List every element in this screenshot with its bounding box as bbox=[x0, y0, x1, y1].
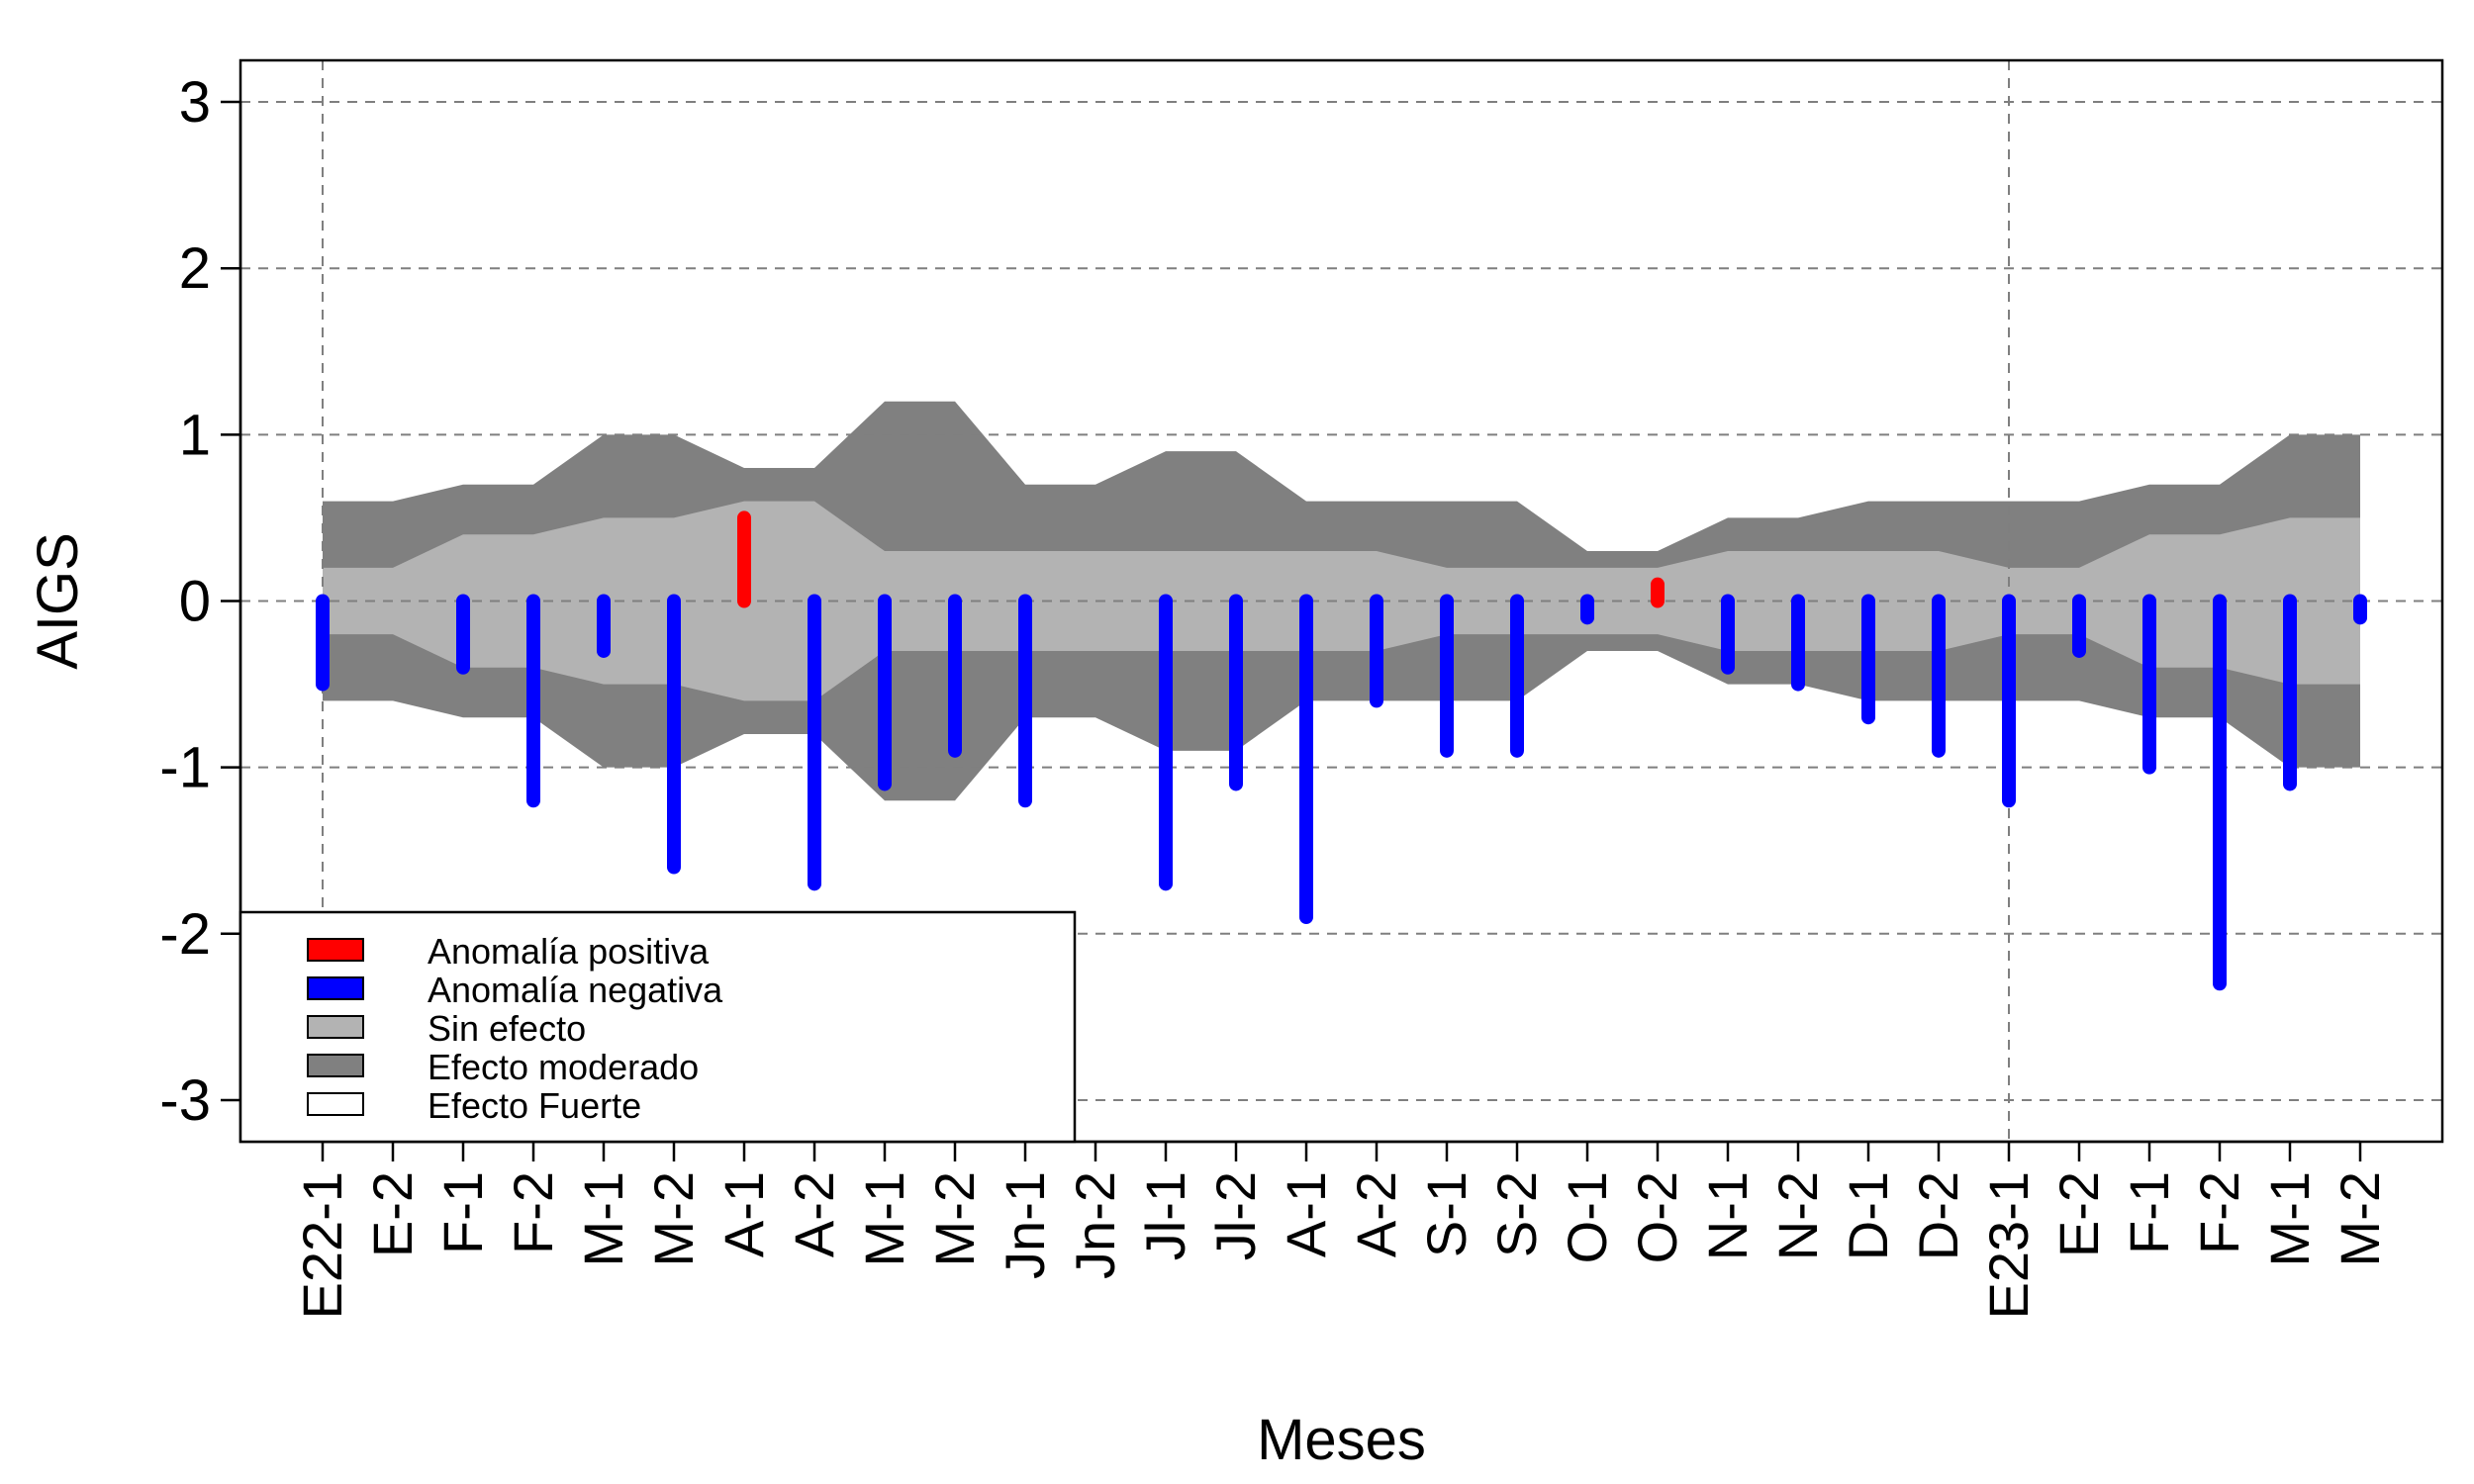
legend-swatch bbox=[307, 1054, 364, 1077]
y-tick-label: 1 bbox=[179, 403, 211, 467]
x-tick-label: F-1 bbox=[2118, 1171, 2180, 1254]
x-tick-label: D-1 bbox=[1837, 1171, 1899, 1260]
legend-label: Anomalía positiva bbox=[428, 931, 710, 972]
y-tick-label: 2 bbox=[179, 236, 211, 301]
legend-label: Efecto Fuerte bbox=[428, 1085, 641, 1126]
y-axis: 3 2 1 0 -1 -2 -3 bbox=[159, 70, 242, 1133]
legend-label: Anomalía negativa bbox=[428, 970, 723, 1010]
x-tick-label: M-2 bbox=[642, 1171, 705, 1266]
x-tick-label: S-1 bbox=[1415, 1171, 1477, 1257]
x-tick-label: M-2 bbox=[923, 1171, 986, 1266]
y-tick-label: 0 bbox=[179, 570, 211, 634]
y-tick-label: 3 bbox=[179, 70, 211, 135]
x-tick-label: Jn-1 bbox=[994, 1171, 1056, 1279]
x-tick-label: E-2 bbox=[361, 1171, 424, 1257]
y-tick-label: -1 bbox=[159, 736, 211, 800]
x-tick-label: M-2 bbox=[2329, 1171, 2391, 1266]
band-sin-efecto bbox=[323, 501, 2360, 701]
x-tick-label: Jl-2 bbox=[1204, 1171, 1267, 1260]
y-axis-label: AIGS bbox=[26, 532, 90, 670]
legend-swatch bbox=[307, 938, 364, 962]
x-tick-label: S-2 bbox=[1485, 1171, 1548, 1257]
x-tick-label: O-1 bbox=[1556, 1171, 1618, 1263]
legend-label: Efecto moderado bbox=[428, 1047, 699, 1087]
x-tick-label: A-2 bbox=[783, 1171, 845, 1257]
x-tick-label: F-2 bbox=[2188, 1171, 2250, 1254]
x-tick-label: N-1 bbox=[1696, 1171, 1759, 1260]
y-tick-label: -3 bbox=[159, 1068, 211, 1133]
x-tick-label: O-2 bbox=[1626, 1171, 1688, 1263]
legend-swatch bbox=[307, 1015, 364, 1039]
x-tick-label: M-1 bbox=[2258, 1171, 2321, 1266]
x-axis-label: Meses bbox=[1257, 1408, 1426, 1472]
x-tick-label: E23-1 bbox=[1977, 1171, 2040, 1319]
x-tick-label: A-2 bbox=[1345, 1171, 1407, 1257]
x-tick-label: F-1 bbox=[431, 1171, 494, 1254]
x-tick-label: D-2 bbox=[1907, 1171, 1969, 1260]
legend-swatch bbox=[307, 1092, 364, 1116]
x-tick-label: Jn-2 bbox=[1064, 1171, 1126, 1279]
x-tick-label: A-1 bbox=[1275, 1171, 1337, 1257]
x-tick-label: M-1 bbox=[572, 1171, 634, 1266]
anomaly-bars bbox=[316, 510, 2367, 991]
x-tick-label: M-1 bbox=[853, 1171, 915, 1266]
x-axis: E22-1 E-2 F-1 F-2 M-1 M-2 A-1 A-2 M-1 M-2 Jn-1 Jn-2… bbox=[291, 1140, 2391, 1319]
y-tick-label: -2 bbox=[159, 902, 211, 967]
legend-box bbox=[238, 910, 1077, 1144]
x-tick-label: Jl-1 bbox=[1134, 1171, 1196, 1260]
effect-bands bbox=[323, 401, 2360, 801]
legend-label: Sin efecto bbox=[428, 1008, 586, 1049]
x-tick-label: E-2 bbox=[2047, 1171, 2110, 1257]
x-tick-label: E22-1 bbox=[291, 1171, 353, 1319]
x-tick-label: F-2 bbox=[502, 1171, 564, 1254]
legend-swatch bbox=[307, 976, 364, 1000]
x-tick-label: N-2 bbox=[1766, 1171, 1829, 1260]
x-tick-label: A-1 bbox=[713, 1171, 775, 1257]
